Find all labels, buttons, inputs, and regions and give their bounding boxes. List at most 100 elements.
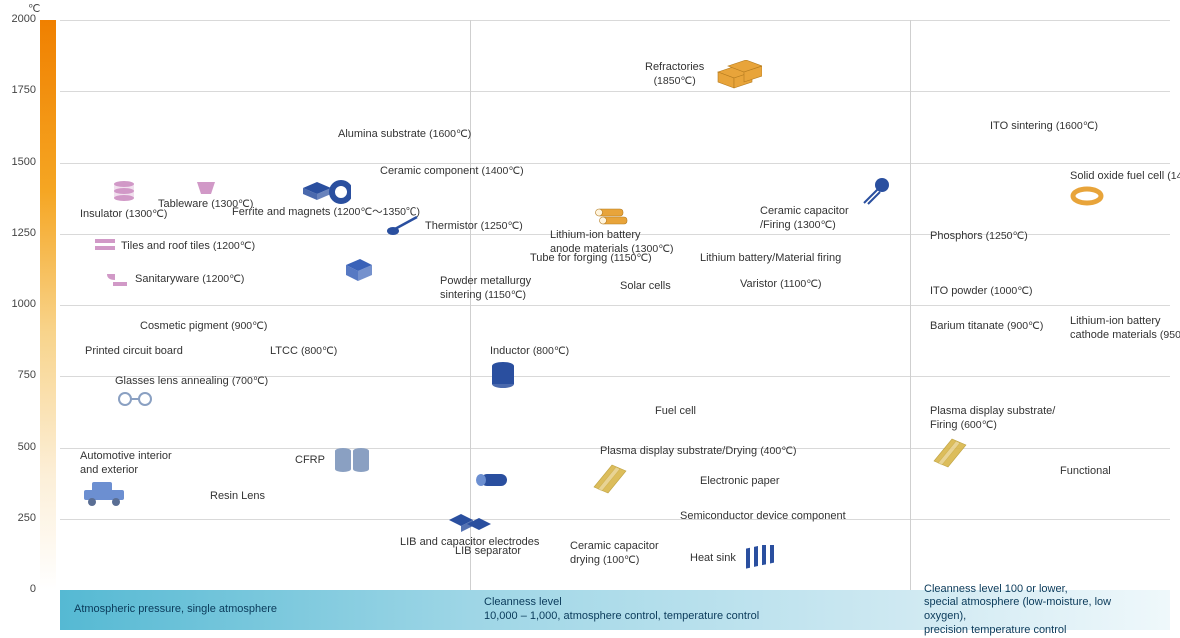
car-icon bbox=[80, 480, 128, 506]
probe-icon bbox=[385, 215, 419, 237]
item-fuel-cell: Fuel cell bbox=[655, 405, 696, 419]
gridline bbox=[60, 163, 1170, 164]
item-label: Plasma display substrate/Drying bbox=[600, 445, 757, 457]
y-tick-label: 750 bbox=[0, 369, 36, 381]
coils-icon bbox=[333, 445, 373, 475]
item-temp: (900℃) bbox=[1007, 320, 1043, 332]
item-ito-sintering: ITO sintering (1600℃) bbox=[990, 120, 1098, 134]
stack-icon bbox=[112, 180, 136, 206]
item-temp: (800℃) bbox=[301, 345, 337, 357]
item-label: LTCC bbox=[270, 345, 298, 357]
item-inductor: Inductor (800℃) bbox=[490, 345, 569, 391]
item-phosphors: Phosphors (1250℃) bbox=[930, 230, 1028, 244]
item-temp: (600℃) bbox=[961, 419, 997, 431]
thermometer-gradient-bar bbox=[40, 20, 56, 590]
y-tick-label: 500 bbox=[0, 441, 36, 453]
item-tube-forging: Tube for forging (1150℃) bbox=[530, 252, 652, 266]
plot-area: Refractories(1850℃)ITO sintering (1600℃)… bbox=[60, 20, 1170, 590]
item-temp: (1200℃) bbox=[213, 240, 255, 252]
item-solar-cells: Solar cells bbox=[620, 280, 671, 294]
item-lib-capacitor-electrodes: LIB and capacitor electrodes bbox=[400, 510, 539, 550]
item-solid-oxide-fuel-cell: Solid oxide fuel cell (1400℃) bbox=[1070, 170, 1180, 206]
y-tick-label: 1250 bbox=[0, 227, 36, 239]
roll-icon bbox=[475, 470, 511, 490]
gridline bbox=[60, 91, 1170, 92]
item-temp: (1200℃) bbox=[202, 273, 244, 285]
item-insulator: Insulator (1300℃) bbox=[80, 180, 167, 222]
box-icon bbox=[340, 255, 374, 283]
item-label: Alumina substrate bbox=[338, 128, 426, 140]
pin-icon bbox=[860, 177, 890, 205]
item-label: Sanitaryware bbox=[135, 273, 199, 285]
item-ceramic-cap-drying: Ceramic capacitordrying (100℃) bbox=[570, 540, 659, 568]
item-temp: (950℃) bbox=[1160, 329, 1180, 341]
item-label: Fuel cell bbox=[655, 405, 696, 417]
item-pcb: Printed circuit board bbox=[85, 345, 183, 359]
item-temp: (800℃) bbox=[533, 345, 569, 357]
y-tick-label: 0 bbox=[0, 583, 36, 595]
item-ito-powder: ITO powder (1000℃) bbox=[930, 285, 1033, 299]
item-label: Lithium-ion batteryanode materials bbox=[550, 229, 641, 255]
y-tick-label: 1500 bbox=[0, 156, 36, 168]
trapezoid-icon bbox=[193, 180, 219, 196]
item-electronic-paper: Electronic paper bbox=[700, 475, 780, 489]
item-label: Solar cells bbox=[620, 280, 671, 292]
gridline bbox=[60, 20, 1170, 21]
pan-icon bbox=[105, 270, 129, 288]
item-ltcc: LTCC (800℃) bbox=[270, 345, 337, 359]
item-lib-anode: Lithium-ion batteryanode materials (1300… bbox=[550, 205, 674, 257]
footer-col-1: Atmospheric pressure, single atmosphere bbox=[60, 590, 470, 630]
item-lithium-material-firing: Lithium battery/Material firing bbox=[700, 252, 841, 266]
y-tick-label: 1750 bbox=[0, 84, 36, 96]
item-ferrite-magnets: Ferrite and magnets (1200℃〜1350℃) bbox=[232, 180, 420, 220]
fins-icon bbox=[744, 545, 778, 571]
item-label: Thermistor bbox=[425, 220, 478, 232]
item-varistor: Varistor (1100℃) bbox=[740, 278, 822, 292]
item-temp: (1400℃) bbox=[482, 165, 524, 177]
item-label: Varistor bbox=[740, 278, 777, 290]
y-tick-label: 2000 bbox=[0, 13, 36, 25]
item-temp: (1150℃) bbox=[610, 252, 651, 264]
item-cosmetic-pigment: Cosmetic pigment (900℃) bbox=[140, 320, 267, 334]
item-label: Tableware bbox=[158, 198, 208, 210]
cylinder-icon bbox=[490, 361, 516, 391]
item-label: Resin Lens bbox=[210, 490, 265, 502]
item-automotive: Automotive interiorand exterior bbox=[80, 450, 172, 506]
panel-icon bbox=[590, 461, 630, 495]
column-divider bbox=[470, 20, 471, 590]
ring-icon bbox=[1070, 186, 1104, 206]
item-label: Solid oxide fuel cell bbox=[1070, 170, 1164, 182]
item-glasses-annealing: Glasses lens annealing (700℃) bbox=[115, 375, 268, 407]
item-label: Glasses lens annealing bbox=[115, 375, 229, 387]
item-temp: (1250℃) bbox=[481, 220, 523, 232]
item-temp: (1100℃) bbox=[780, 278, 821, 290]
item-temp: (1250℃) bbox=[986, 230, 1028, 242]
item-label: Lithium-ion batterycathode materials bbox=[1070, 315, 1161, 341]
item-alumina-substrate: Alumina substrate (1600℃) bbox=[338, 128, 471, 142]
item-temp: (1000℃) bbox=[990, 285, 1032, 297]
bricks-icon bbox=[714, 60, 762, 90]
item-label: Inductor bbox=[490, 345, 530, 357]
y-tick-label: 250 bbox=[0, 512, 36, 524]
footer-col-3: Cleanness level 100 or lower,special atm… bbox=[910, 590, 1170, 630]
item-cfrp: CFRP bbox=[295, 445, 373, 475]
item-label: ITO sintering bbox=[990, 120, 1053, 132]
item-label: Heat sink bbox=[690, 552, 736, 564]
gridline bbox=[60, 305, 1170, 306]
item-thermistor: Thermistor (1250℃) bbox=[385, 215, 523, 237]
item-lib-separator: LIB separator bbox=[455, 545, 521, 559]
footer-col-2: Cleanness level10,000 – 1,000, atmospher… bbox=[470, 590, 910, 630]
tile-ring-icon bbox=[301, 180, 351, 204]
item-temp: (400℃) bbox=[760, 445, 796, 457]
item-temp: (900℃) bbox=[231, 320, 267, 332]
item-resin-lens: Resin Lens bbox=[210, 490, 265, 504]
item-label: Electronic paper bbox=[700, 475, 780, 487]
item-label: LIB separator bbox=[455, 545, 521, 557]
item-label: ITO powder bbox=[930, 285, 987, 297]
item-temp: (700℃) bbox=[232, 375, 268, 387]
materials-temperature-chart: ℃ 025050075010001250150017502000 Refract… bbox=[0, 0, 1180, 635]
item-label: Printed circuit board bbox=[85, 345, 183, 357]
item-label: Automotive interiorand exterior bbox=[80, 450, 172, 476]
item-powder-metallurgy: Powder metallurgysintering (1150℃) bbox=[440, 275, 531, 303]
item-box-icon bbox=[340, 255, 374, 283]
